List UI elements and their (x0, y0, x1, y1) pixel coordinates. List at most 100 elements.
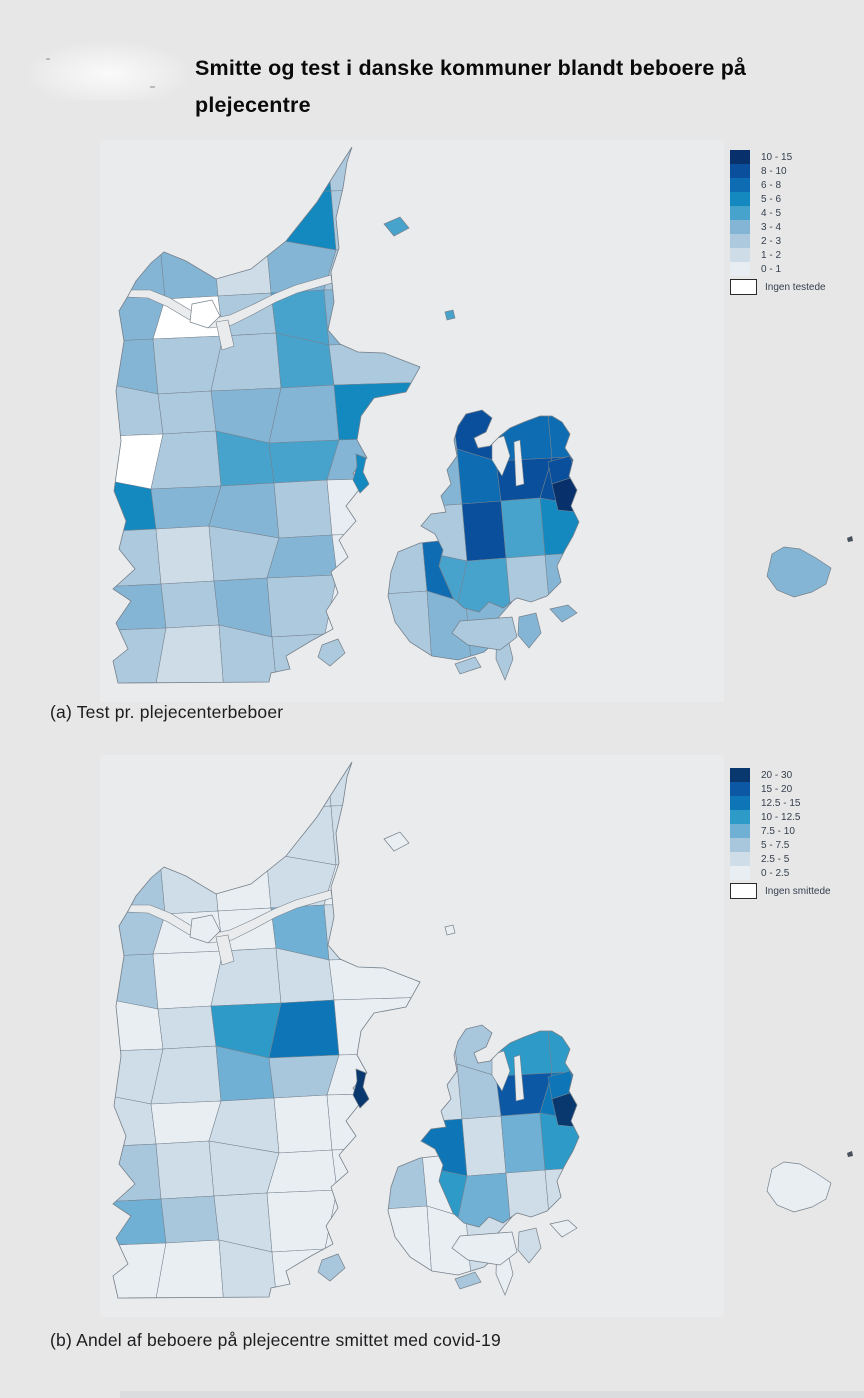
legend-swatch (730, 248, 750, 262)
island-falster (517, 612, 542, 649)
legend-item: 5 - 6 (730, 192, 826, 206)
legend-swatch (730, 262, 750, 276)
figure-title-line1: Smitte og test i danske kommuner blandt … (195, 56, 747, 80)
legend-item: 6 - 8 (730, 178, 826, 192)
island-falster (517, 1227, 542, 1264)
island-morso (189, 914, 221, 944)
legend-swatch (730, 796, 750, 810)
legend-swatch (730, 234, 750, 248)
island-morso (189, 299, 221, 329)
legend-item: 0 - 2.5 (730, 866, 831, 880)
legend-swatch (730, 192, 750, 206)
legend-item: 20 - 30 (730, 768, 831, 782)
municipality-region (155, 1140, 215, 1200)
legend-label: 10 - 12.5 (761, 811, 801, 823)
legend-swatch (730, 150, 750, 164)
legend-swatch (730, 220, 750, 234)
municipality-region (426, 590, 472, 660)
legend-label: 15 - 20 (761, 783, 793, 795)
legend-item: 5 - 7.5 (730, 838, 831, 852)
legend-swatch (730, 206, 750, 220)
island-moen (549, 1219, 578, 1238)
legend-item: 1 - 2 (730, 248, 826, 262)
legend-item: 12.5 - 15 (730, 796, 831, 810)
legend-label: 20 - 30 (761, 769, 793, 781)
legend-swatch (730, 824, 750, 838)
legend-label: 1 - 2 (761, 249, 782, 261)
municipality-region (153, 1239, 225, 1298)
erased-logo-artifact (28, 42, 188, 100)
municipality-region (113, 1242, 167, 1298)
legend-no-data-swatch (730, 883, 757, 899)
municipality-region (153, 624, 225, 683)
municipality-region (461, 500, 507, 562)
municipality-region (454, 1172, 512, 1227)
municipality-region (273, 479, 333, 539)
island-samso (352, 453, 370, 494)
municipality-region (539, 497, 579, 556)
island-anholt (444, 924, 456, 936)
caption-panel-a: (a) Test pr. plejecenterbeboer (50, 702, 284, 722)
municipality-region (160, 580, 220, 629)
island-laeso (383, 216, 410, 237)
island-als (317, 1253, 346, 1282)
legend-label: Ingen testede (765, 281, 826, 293)
legend-swatch (730, 852, 750, 866)
legend-label: 3 - 4 (761, 221, 782, 233)
legend-swatch (730, 164, 750, 178)
legend-label: 5 - 7.5 (761, 839, 790, 851)
legend-item-no-data: Ingen smittede (730, 883, 831, 899)
island-lolland (451, 616, 518, 651)
legend-label: 2.5 - 5 (761, 853, 790, 865)
legend-swatch (730, 810, 750, 824)
smudge-speck (46, 58, 50, 60)
island-bornholm (766, 1161, 832, 1213)
choropleth-map-share-infected (100, 755, 853, 1317)
choropleth-map-tests-per-resident (100, 140, 853, 702)
municipality-region (150, 430, 222, 490)
municipality-region (150, 1045, 222, 1105)
legend-item: 4 - 5 (730, 206, 826, 220)
municipality-region (426, 1205, 472, 1275)
legend-tests: 10 - 15 8 - 10 6 - 8 5 - 6 4 - 5 3 - 4 2 - 3 1 … (730, 150, 826, 295)
legend-item: 10 - 15 (730, 150, 826, 164)
legend-item: 15 - 20 (730, 782, 831, 796)
legend-item: 10 - 12.5 (730, 810, 831, 824)
smudge-speck (150, 86, 155, 88)
legend-swatch (730, 178, 750, 192)
legend-label: 6 - 8 (761, 179, 782, 191)
legend-item: 0 - 1 (730, 262, 826, 276)
legend-item-no-data: Ingen testede (730, 279, 826, 295)
legend-item: 3 - 4 (730, 220, 826, 234)
legend-swatch (730, 782, 750, 796)
municipality-region (268, 384, 340, 444)
legend-item: 2 - 3 (730, 234, 826, 248)
legend-label: 10 - 15 (761, 151, 793, 163)
municipality-region (273, 1094, 333, 1154)
legend-label: 0 - 1 (761, 263, 782, 275)
municipality-region (157, 390, 217, 435)
legend-label: 12.5 - 15 (761, 797, 801, 809)
island-samso (352, 1068, 370, 1109)
island-als (317, 638, 346, 667)
island-anholt (444, 309, 456, 321)
island-christianso (847, 536, 853, 542)
municipality-region (218, 1239, 278, 1298)
legend-label: 7.5 - 10 (761, 825, 795, 837)
municipality-region (500, 1112, 546, 1174)
municipality-region (157, 1005, 217, 1050)
municipality-region (160, 1195, 220, 1244)
legend-item: 7.5 - 10 (730, 824, 831, 838)
legend-label: 8 - 10 (761, 165, 787, 177)
municipality-region (218, 624, 278, 683)
legend-infected: 20 - 30 15 - 20 12.5 - 15 10 - 12.5 7.5 - 10… (730, 768, 831, 899)
island-christianso (847, 1151, 853, 1157)
legend-swatch (730, 768, 750, 782)
legend-label: 0 - 2.5 (761, 867, 790, 879)
legend-label: Ingen smittede (765, 885, 831, 897)
figure-title-line2: plejecentre (195, 93, 311, 117)
municipality-region (539, 1112, 579, 1171)
figure-title: Smitte og test i danske kommuner blandt … (195, 50, 805, 124)
legend-label: 2 - 3 (761, 235, 782, 247)
